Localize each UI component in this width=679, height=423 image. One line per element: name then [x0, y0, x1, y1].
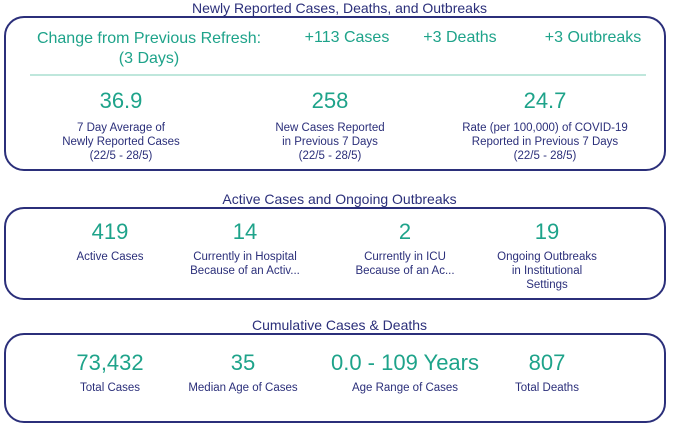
- change-label-line1: Change from Previous Refresh:: [36, 30, 262, 47]
- deaths-delta: +3 Deaths: [423, 29, 497, 46]
- stat-value: 73,432: [76, 350, 144, 375]
- stat-label-line3: (22/5 - 28/5): [89, 150, 153, 162]
- stat-label-line3: (22/5 - 28/5): [298, 150, 362, 162]
- stat-label-line1: New Cases Reported: [275, 122, 385, 134]
- stat-label-line1: Total Deaths: [515, 382, 579, 394]
- stat-age-range: 0.0 - 109 Years Age Range of Cases: [320, 350, 490, 395]
- section2-title: Active Cases and Ongoing Outbreaks: [222, 191, 457, 207]
- stat-new-cases-7days: 258 New Cases Reported in Previous 7 Day…: [250, 88, 410, 163]
- stat-label-line2: Because of an Activ...: [190, 265, 300, 277]
- change-label: Change from Previous Refresh: (3 Days): [22, 29, 276, 69]
- stat-total-cases: 73,432 Total Cases: [50, 350, 170, 395]
- section1-title: Newly Reported Cases, Deaths, and Outbre…: [192, 0, 487, 16]
- stat-value: 807: [528, 350, 566, 375]
- stat-label-line1: Rate (per 100,000) of COVID-19: [462, 122, 628, 134]
- stat-value: 24.7: [523, 88, 567, 113]
- stat-active-cases: 419 Active Cases: [40, 219, 180, 264]
- stat-value: 36.9: [99, 88, 143, 113]
- stat-label-line2: in Previous 7 Days: [282, 136, 378, 148]
- stat-value: 19: [534, 219, 560, 244]
- stat-label-line1: Active Cases: [76, 251, 144, 263]
- stat-value: 14: [232, 219, 258, 244]
- stat-label-line2: in Institutional: [511, 265, 583, 277]
- stat-7day-average: 36.9 7 Day Average of Newly Reported Cas…: [41, 88, 201, 163]
- stat-label-line1: Currently in ICU: [364, 251, 446, 263]
- change-label-line2: (3 Days): [118, 50, 180, 67]
- stat-value: 2: [398, 219, 412, 244]
- stat-value: 258: [311, 88, 349, 113]
- stat-label-line1: Ongoing Outbreaks: [497, 251, 597, 263]
- stat-value: 35: [230, 350, 256, 375]
- stat-label-line2: Reported in Previous 7 Days: [471, 136, 619, 148]
- stat-label-line3: (22/5 - 28/5): [513, 150, 577, 162]
- cases-delta: +113 Cases: [304, 29, 390, 46]
- stat-label-line1: Median Age of Cases: [188, 382, 298, 394]
- stat-value: 0.0 - 109 Years: [330, 350, 479, 375]
- stat-ongoing-outbreaks: 19 Ongoing Outbreaks in Institutional Se…: [477, 219, 617, 292]
- section3-title: Cumulative Cases & Deaths: [251, 317, 428, 333]
- stat-in-hospital: 14 Currently in Hospital Because of an A…: [170, 219, 320, 278]
- outbreaks-delta: +3 Outbreaks: [544, 29, 642, 46]
- new-cases-panel: [4, 16, 666, 171]
- active-cases-panel: [4, 207, 666, 300]
- stat-in-icu: 2 Currently in ICU Because of an Ac...: [335, 219, 475, 278]
- stat-label-line1: Age Range of Cases: [351, 382, 459, 394]
- stat-median-age: 35 Median Age of Cases: [173, 350, 313, 395]
- stat-label-line1: 7 Day Average of: [76, 122, 165, 134]
- stat-total-deaths: 807 Total Deaths: [487, 350, 607, 395]
- stat-rate-per-100k: 24.7 Rate (per 100,000) of COVID-19 Repo…: [440, 88, 650, 163]
- stat-label-line2: Because of an Ac...: [355, 265, 455, 277]
- stat-value: 419: [91, 219, 129, 244]
- stat-label-line2: Newly Reported Cases: [62, 136, 180, 148]
- stat-label-line1: Currently in Hospital: [193, 251, 297, 263]
- stat-label-line3: Settings: [526, 279, 568, 291]
- stat-label-line1: Total Cases: [79, 382, 141, 394]
- divider: [30, 74, 646, 76]
